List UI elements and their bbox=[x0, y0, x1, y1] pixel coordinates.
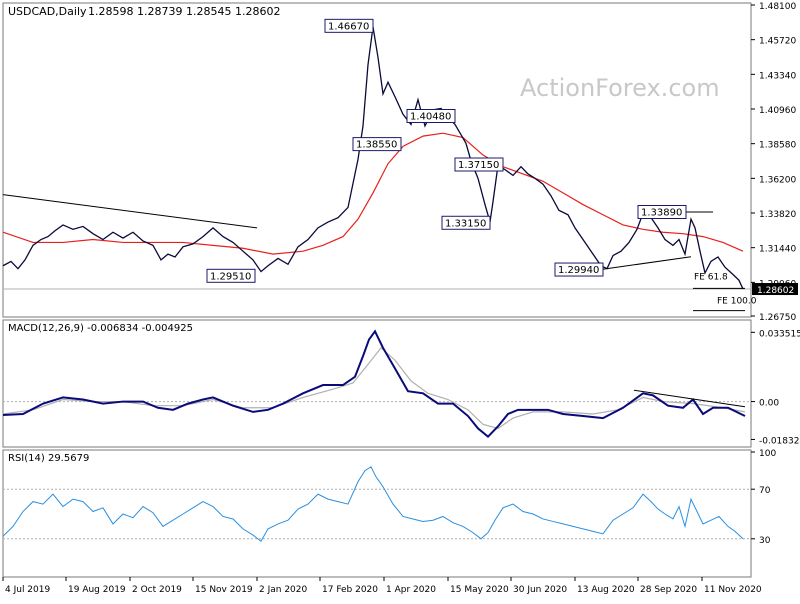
price-annotation-box bbox=[406, 108, 456, 123]
sma-line bbox=[2, 132, 744, 255]
price-annotation-label: 1.29940 bbox=[558, 265, 599, 276]
price-y-tick-label: 1.43340 bbox=[759, 71, 796, 81]
x-tick-label: 13 Aug 2020 bbox=[577, 585, 635, 595]
x-tick-label: 1 Apr 2020 bbox=[386, 585, 436, 595]
price-annotation-label: 1.37150 bbox=[458, 160, 499, 171]
x-tick-label: 11 Nov 2020 bbox=[704, 585, 762, 595]
current-price-label: 1.28602 bbox=[757, 286, 794, 296]
rsi-panel-frame bbox=[2, 449, 752, 578]
macd-panel-frame bbox=[2, 319, 752, 448]
price-annotation-box bbox=[454, 157, 504, 172]
x-tick-label: 15 Nov 2019 bbox=[195, 585, 253, 595]
price-annotation-label: 1.29510 bbox=[210, 271, 251, 282]
fe-label: FE 61.8 bbox=[694, 273, 728, 283]
x-tick-label: 17 Feb 2020 bbox=[322, 585, 378, 595]
rsi-y-tick-label: 70 bbox=[759, 486, 771, 496]
price-panel-ohlc: 1.28598 1.28739 1.28545 1.28602 bbox=[88, 5, 280, 18]
macd-signal-line bbox=[2, 346, 746, 430]
macd-y-tick-label: -0.018324 bbox=[759, 436, 800, 446]
price-trendline bbox=[2, 194, 258, 229]
price-annotation-box bbox=[352, 137, 402, 152]
price-annotation-box bbox=[554, 262, 604, 277]
x-tick-label: 30 Jun 2020 bbox=[513, 585, 567, 595]
macd-y-tick-label: 0.033515 bbox=[759, 329, 800, 339]
price-annotation-box bbox=[206, 268, 256, 283]
price-annotation-label: 1.40480 bbox=[410, 111, 451, 122]
macd-panel-title: MACD(12,26,9) -0.006834 -0.004925 bbox=[8, 323, 193, 334]
fe-label: FE 100.0 bbox=[717, 297, 757, 307]
x-tick-label: 4 Jul 2019 bbox=[5, 585, 50, 595]
price-y-tick-label: 1.33820 bbox=[759, 210, 796, 220]
macd-y-tick-label: 0.00 bbox=[759, 399, 779, 409]
price-annotation-box bbox=[324, 18, 374, 33]
x-tick-label: 28 Sep 2020 bbox=[640, 585, 697, 595]
rsi-panel-title: RSI(14) 29.5679 bbox=[8, 453, 89, 464]
annotation-layer: 1.46670 1.38550 1.40480 1.37150 1.33150 1.295… bbox=[206, 18, 757, 307]
price-y-tick-label: 1.36200 bbox=[759, 175, 796, 185]
price-y-tick-label: 1.31440 bbox=[759, 245, 796, 255]
price-y-tick-label: 1.45720 bbox=[759, 37, 796, 47]
current-price-tag bbox=[752, 283, 798, 296]
rsi-line bbox=[2, 466, 744, 543]
price-y-tick-label: 1.48100 bbox=[759, 2, 796, 12]
rsi-y-tick-label: 30 bbox=[759, 536, 771, 546]
price-annotation-box bbox=[637, 204, 687, 219]
price-annotation-box bbox=[441, 215, 491, 230]
price-panel-title: USDCAD,Daily bbox=[8, 5, 87, 18]
price-annotation-label: 1.33150 bbox=[445, 218, 486, 229]
price-annotation-label: 1.33890 bbox=[641, 207, 682, 218]
watermark: ActionForex.com bbox=[520, 74, 720, 102]
rsi-y-tick-label: 100 bbox=[759, 449, 776, 459]
price-trendline bbox=[600, 256, 692, 271]
price-y-tick-label: 1.38580 bbox=[759, 141, 796, 151]
price-annotation-label: 1.38550 bbox=[356, 140, 397, 151]
x-tick-label: 15 May 2020 bbox=[450, 585, 509, 595]
x-tick-label: 2 Oct 2019 bbox=[132, 585, 182, 595]
price-y-tick-label: 1.26750 bbox=[759, 313, 796, 323]
x-tick-label: 2 Jan 2020 bbox=[259, 585, 307, 595]
price-y-tick-label: 1.40960 bbox=[759, 106, 796, 116]
price-annotation-label: 1.46670 bbox=[328, 21, 369, 32]
macd-trendline bbox=[633, 389, 746, 408]
axis-layer: 1.48100 1.45720 1.43340 1.40960 1.38580 1.362… bbox=[2, 2, 800, 595]
price-panel-frame bbox=[2, 2, 752, 318]
macd-line bbox=[2, 329, 746, 439]
x-tick-label: 19 Aug 2019 bbox=[68, 585, 126, 595]
